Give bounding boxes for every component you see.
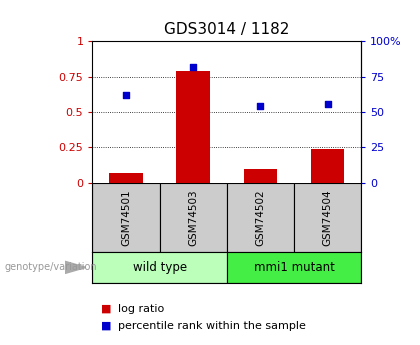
Text: GSM74504: GSM74504 bbox=[323, 189, 333, 246]
Bar bbox=[92, 183, 160, 252]
Point bbox=[257, 104, 264, 109]
Text: GSM74503: GSM74503 bbox=[188, 189, 198, 246]
Text: percentile rank within the sample: percentile rank within the sample bbox=[118, 321, 305, 331]
Bar bbox=[311, 149, 344, 183]
Bar bbox=[294, 183, 361, 252]
Text: ■: ■ bbox=[101, 321, 111, 331]
Polygon shape bbox=[65, 262, 86, 273]
Point bbox=[190, 64, 197, 70]
Text: GSM74502: GSM74502 bbox=[255, 189, 265, 246]
Bar bbox=[244, 169, 277, 183]
Text: wild type: wild type bbox=[133, 261, 186, 274]
Bar bbox=[176, 71, 210, 183]
Text: genotype/variation: genotype/variation bbox=[4, 263, 97, 272]
Text: ■: ■ bbox=[101, 304, 111, 314]
Bar bbox=[160, 183, 227, 252]
Text: GSM74501: GSM74501 bbox=[121, 189, 131, 246]
Point bbox=[324, 101, 331, 106]
Bar bbox=[92, 252, 227, 283]
Title: GDS3014 / 1182: GDS3014 / 1182 bbox=[164, 22, 289, 38]
Bar bbox=[227, 183, 294, 252]
Text: log ratio: log ratio bbox=[118, 304, 164, 314]
Bar bbox=[109, 173, 143, 183]
Bar bbox=[227, 252, 361, 283]
Text: mmi1 mutant: mmi1 mutant bbox=[254, 261, 334, 274]
Point bbox=[123, 92, 129, 98]
